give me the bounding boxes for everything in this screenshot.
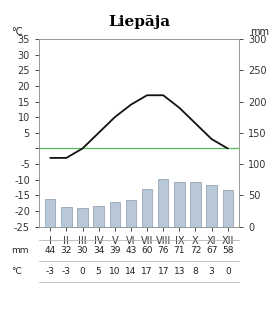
Text: 17: 17: [157, 267, 169, 276]
Bar: [190, 182, 201, 227]
Text: 76: 76: [157, 246, 169, 255]
Text: mm: mm: [250, 27, 269, 37]
Text: 39: 39: [109, 246, 121, 255]
Bar: [93, 205, 104, 227]
Bar: [110, 202, 120, 227]
Text: 44: 44: [44, 246, 56, 255]
Text: 13: 13: [173, 267, 185, 276]
Bar: [174, 182, 185, 227]
Text: 71: 71: [173, 246, 185, 255]
Text: °C: °C: [11, 267, 22, 276]
Text: °C: °C: [11, 27, 23, 37]
Text: 10: 10: [109, 267, 121, 276]
Text: 32: 32: [61, 246, 72, 255]
Text: 43: 43: [125, 246, 136, 255]
Text: 34: 34: [93, 246, 104, 255]
Text: -3: -3: [46, 267, 55, 276]
Text: -3: -3: [62, 267, 71, 276]
Text: 0: 0: [225, 267, 231, 276]
Text: 14: 14: [125, 267, 136, 276]
Text: 58: 58: [222, 246, 234, 255]
Text: 30: 30: [77, 246, 88, 255]
Text: Liepāja: Liepāja: [108, 15, 170, 29]
Bar: [206, 185, 217, 227]
Text: 60: 60: [141, 246, 153, 255]
Bar: [158, 179, 168, 227]
Text: mm: mm: [11, 246, 29, 255]
Text: 5: 5: [96, 267, 101, 276]
Text: 72: 72: [190, 246, 201, 255]
Text: 8: 8: [193, 267, 198, 276]
Text: 0: 0: [80, 267, 85, 276]
Bar: [142, 189, 152, 227]
Bar: [61, 207, 72, 227]
Text: 3: 3: [209, 267, 215, 276]
Text: 17: 17: [141, 267, 153, 276]
Bar: [222, 191, 233, 227]
Bar: [77, 208, 88, 227]
Bar: [126, 200, 136, 227]
Bar: [45, 199, 56, 227]
Text: 67: 67: [206, 246, 217, 255]
